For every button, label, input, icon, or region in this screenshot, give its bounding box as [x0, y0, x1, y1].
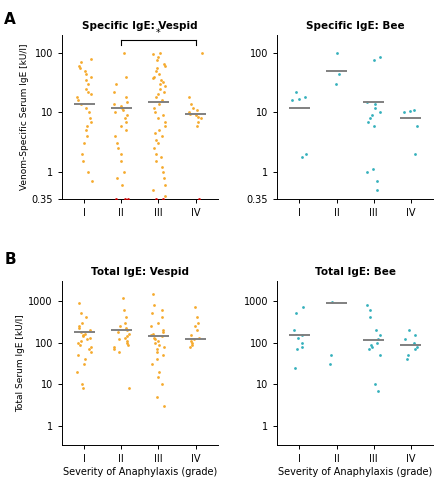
Text: A: A — [4, 12, 16, 28]
Y-axis label: Venom-Specific Serum IgE [kU/l]: Venom-Specific Serum IgE [kU/l] — [19, 44, 29, 190]
Title: Specific IgE: Vespid: Specific IgE: Vespid — [82, 22, 198, 32]
Title: Specific IgE: Bee: Specific IgE: Bee — [306, 22, 404, 32]
Text: *: * — [156, 28, 161, 38]
Text: B: B — [4, 252, 16, 268]
X-axis label: Severity of Anaphylaxis (grade): Severity of Anaphylaxis (grade) — [63, 467, 217, 477]
Y-axis label: Total Serum IgE [kU/l]: Total Serum IgE [kU/l] — [16, 314, 26, 412]
X-axis label: Severity of Anaphylaxis (grade): Severity of Anaphylaxis (grade) — [278, 467, 432, 477]
Title: Total IgE: Vespid: Total IgE: Vespid — [91, 268, 189, 278]
Title: Total IgE: Bee: Total IgE: Bee — [315, 268, 396, 278]
